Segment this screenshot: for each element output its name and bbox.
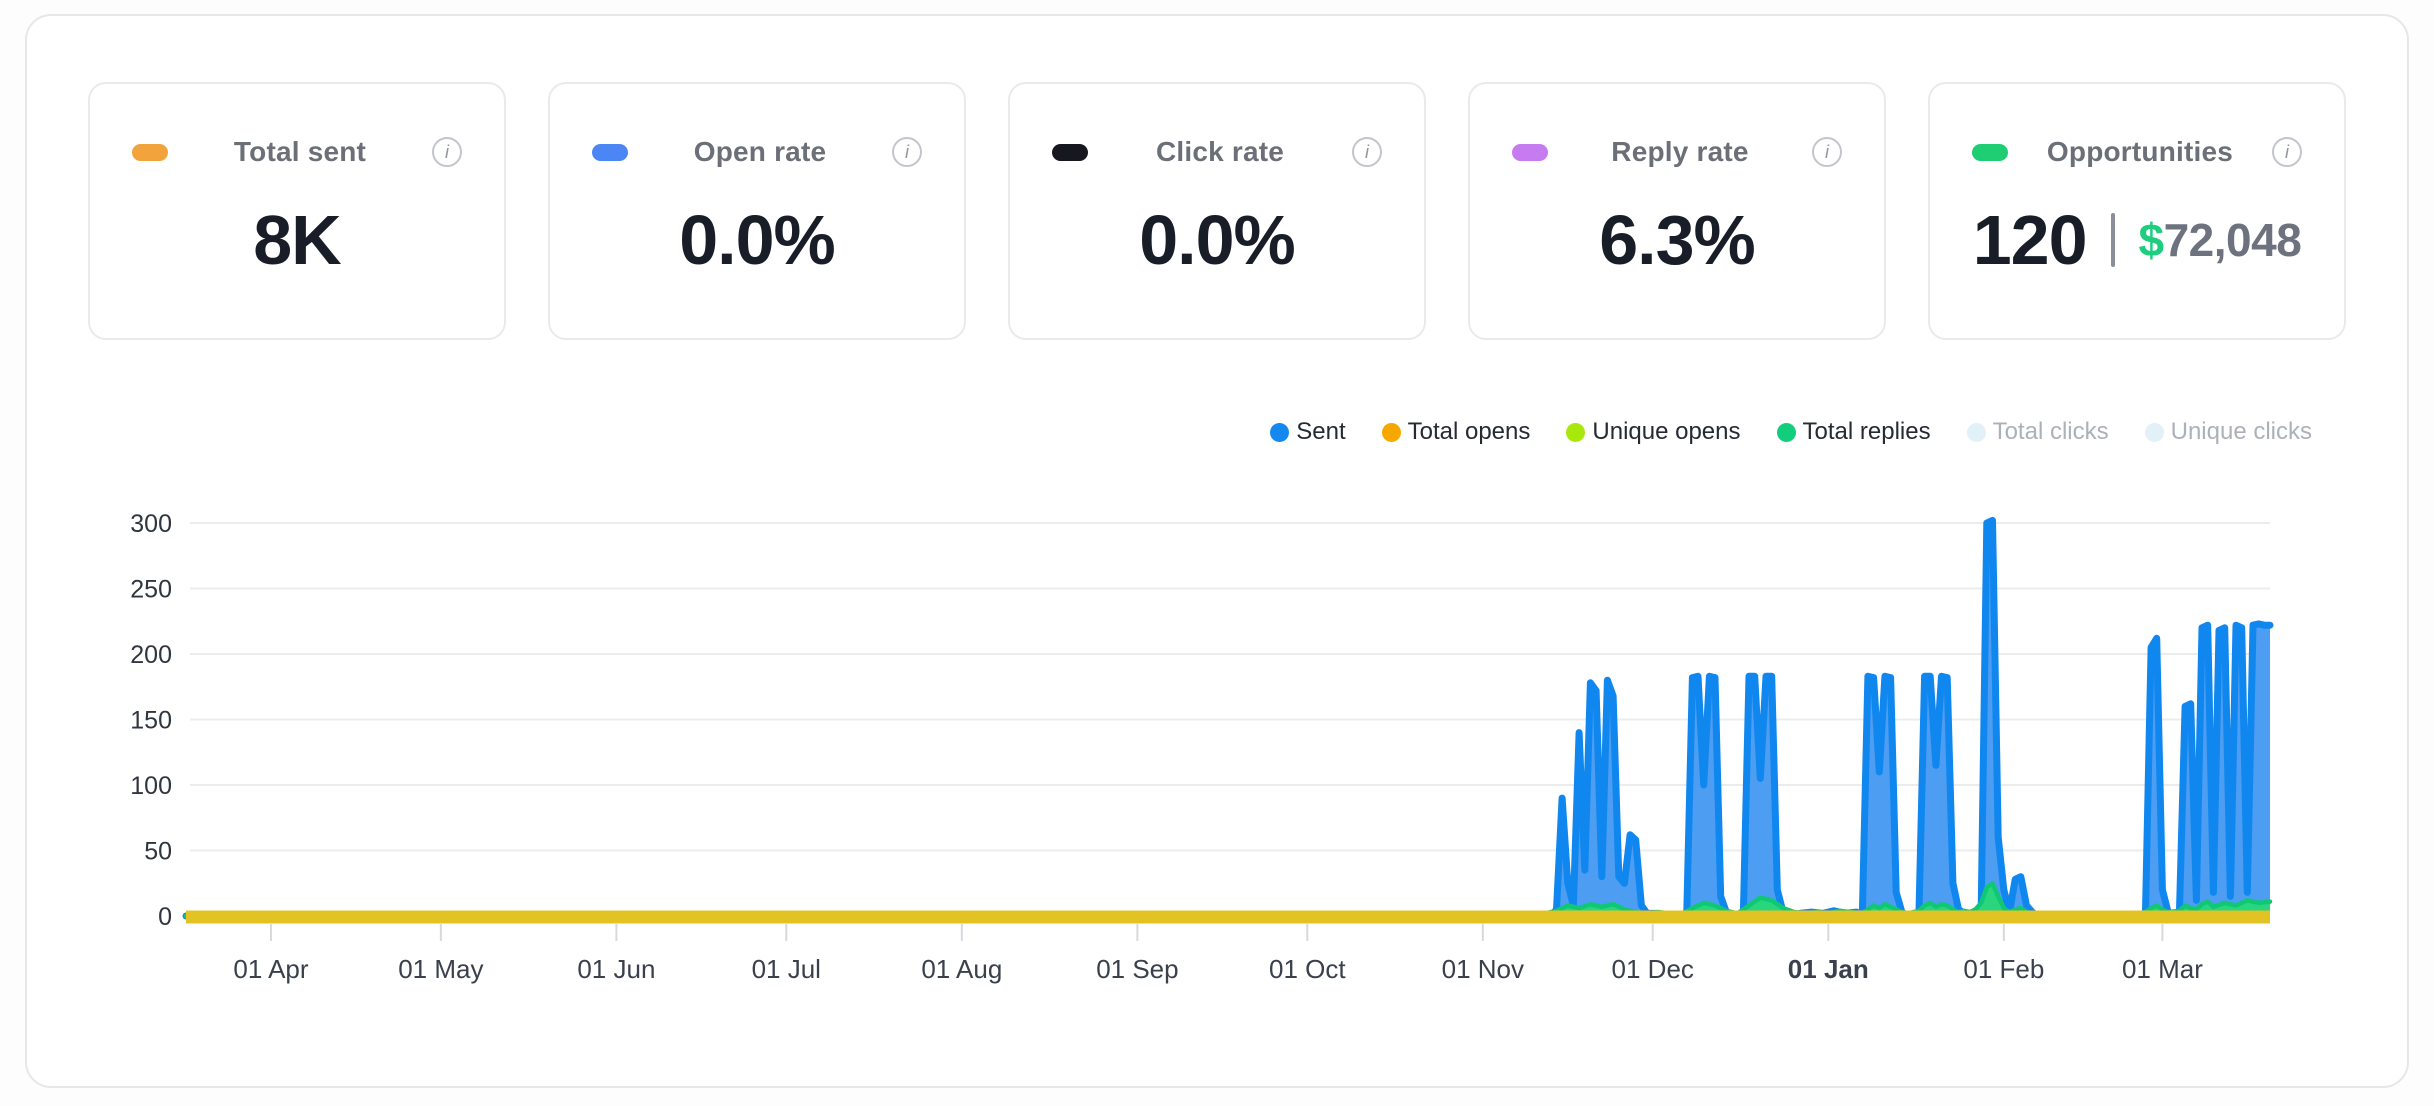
legend-item-unique-opens[interactable]: Unique opens — [1566, 418, 1741, 446]
opportunities-count: 120 — [1972, 201, 2088, 279]
legend-item-total-replies[interactable]: Total replies — [1776, 418, 1931, 446]
stat-card-open-rate: Open rate i 0.0% — [548, 82, 966, 340]
opportunities-amount: $72,048 — [2139, 213, 2302, 267]
x-tick-label: 01 Oct — [1269, 954, 1346, 984]
y-tick-label: 250 — [130, 576, 172, 604]
legend-dot-icon — [1270, 422, 1290, 442]
amount-value: 72,048 — [2163, 214, 2302, 266]
legend-dot-icon — [1566, 422, 1586, 442]
info-icon[interactable]: i — [432, 137, 462, 167]
legend-label: Total clicks — [1992, 418, 2109, 445]
x-tick-label: 01 Feb — [1963, 954, 2044, 984]
stat-card-reply-rate: Reply rate i 6.3% — [1468, 82, 1886, 340]
info-icon[interactable]: i — [1352, 137, 1382, 167]
legend-item-sent[interactable]: Sent — [1270, 418, 1346, 446]
info-icon[interactable]: i — [892, 137, 922, 167]
x-tick-label: 01 Mar — [2122, 954, 2203, 984]
legend-label: Total replies — [1802, 418, 1931, 445]
currency-symbol: $ — [2138, 214, 2165, 266]
stat-cards-row: Total sent i 8K Open rate i 0.0% Click r… — [88, 82, 2346, 340]
stat-card-title: Open rate — [693, 136, 827, 167]
legend-dot-icon — [1776, 422, 1796, 442]
sent-area — [186, 520, 2270, 916]
stat-card-value: 0.0% — [1139, 201, 1296, 279]
x-tick-label: 01 Jan — [1788, 954, 1869, 984]
stat-card-value: 8K — [253, 201, 341, 279]
legend-dot-icon — [1381, 422, 1401, 442]
performance-area-chart: 0 50 100 150 200 250 300 01 Apr 01 May 01 Jun 01 J… — [130, 510, 2274, 984]
x-tick-label: 01 Jul — [752, 954, 821, 984]
legend-label: Total opens — [1407, 418, 1531, 445]
legend-dot-icon — [1966, 422, 1986, 442]
stat-card-value: 6.3% — [1599, 201, 1756, 279]
x-tick-label: 01 Jun — [577, 954, 655, 984]
x-tick-label: 01 May — [398, 954, 483, 984]
y-tick-label: 200 — [130, 641, 172, 669]
info-icon[interactable]: i — [2272, 137, 2302, 167]
reply-rate-accent-pill-icon — [1512, 143, 1548, 161]
value-divider — [2110, 213, 2115, 267]
legend-item-total-opens[interactable]: Total opens — [1381, 418, 1531, 446]
y-tick-label: 300 — [130, 510, 172, 538]
stat-card-title: Opportunities — [2046, 136, 2234, 167]
stat-card-opportunities: Opportunities i 120 $72,048 — [1928, 82, 2346, 340]
stat-card-title: Reply rate — [1611, 136, 1749, 167]
legend-item-unique-clicks[interactable]: Unique clicks — [2144, 418, 2312, 446]
x-tick-label: 01 Nov — [1442, 954, 1524, 984]
stat-card-title: Click rate — [1155, 136, 1285, 167]
legend-label: Unique clicks — [2170, 418, 2312, 445]
legend-dot-icon — [2144, 422, 2164, 442]
x-tick-label: 01 Sep — [1096, 954, 1178, 984]
stat-card-value: 0.0% — [679, 201, 836, 279]
opportunities-accent-pill-icon — [1972, 143, 2008, 161]
chart-legend: Sent Total opens Unique opens Total repl… — [1270, 418, 2312, 446]
y-tick-label: 100 — [130, 772, 172, 800]
info-icon[interactable]: i — [1812, 137, 1842, 167]
stat-card-click-rate: Click rate i 0.0% — [1008, 82, 1426, 340]
stat-card-title: Total sent — [233, 136, 367, 167]
y-tick-label: 50 — [144, 838, 172, 866]
x-tick-label: 01 Aug — [921, 954, 1002, 984]
stat-card-total-sent: Total sent i 8K — [88, 82, 506, 340]
legend-item-total-clicks[interactable]: Total clicks — [1966, 418, 2109, 446]
total-sent-accent-pill-icon — [132, 143, 168, 161]
x-tick-label: 01 Apr — [233, 954, 309, 984]
legend-label: Unique opens — [1592, 418, 1741, 445]
y-tick-label: 0 — [158, 903, 172, 931]
x-tick-label: 01 Dec — [1612, 954, 1694, 984]
sent-line — [182, 516, 2274, 920]
click-rate-accent-pill-icon — [1052, 143, 1088, 161]
legend-label: Sent — [1296, 418, 1346, 445]
open-rate-accent-pill-icon — [592, 143, 628, 161]
y-tick-label: 150 — [130, 707, 172, 735]
